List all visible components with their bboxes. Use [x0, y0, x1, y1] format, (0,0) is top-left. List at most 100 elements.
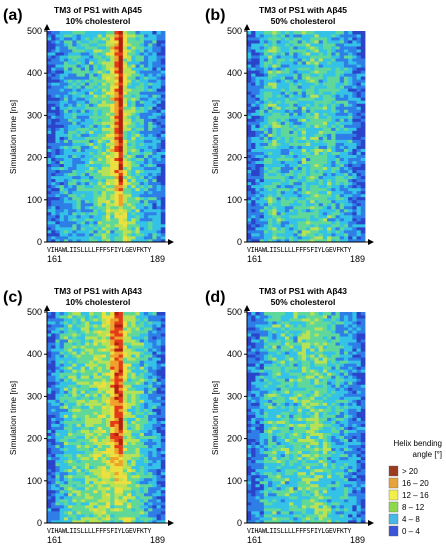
heatmap-cell — [276, 154, 282, 158]
heatmap-cell — [89, 238, 94, 243]
heatmap-cell — [55, 55, 61, 59]
heatmap-cell — [97, 64, 103, 68]
heatmap-cell — [84, 211, 90, 216]
heatmap-cell — [318, 187, 324, 192]
heatmap-cell — [80, 414, 86, 418]
heatmap-cell — [293, 46, 298, 50]
heatmap-cell — [55, 223, 61, 228]
heatmap-cell — [76, 139, 82, 143]
heatmap-cell — [63, 160, 69, 165]
heatmap-cell — [68, 115, 73, 119]
heatmap-cell — [135, 118, 141, 122]
heatmap-cell — [318, 118, 324, 122]
heatmap-cell — [89, 483, 94, 488]
heatmap-cell — [314, 31, 320, 35]
heatmap-cell — [51, 432, 56, 436]
heatmap-cell — [352, 205, 357, 210]
heatmap-cell — [152, 139, 157, 143]
heatmap-cell — [327, 217, 332, 222]
heatmap-cell — [289, 76, 294, 80]
heatmap-cell — [84, 139, 90, 143]
heatmap-cell — [284, 49, 290, 53]
heatmap-cell — [72, 435, 77, 439]
heatmap-cell — [118, 166, 124, 171]
heatmap-cell — [356, 220, 362, 225]
heatmap-cell — [148, 106, 153, 110]
heatmap-cell — [59, 501, 65, 506]
heatmap-cell — [356, 52, 362, 56]
heatmap-cell — [63, 423, 69, 427]
heatmap-cell — [268, 145, 273, 149]
heatmap-cell — [55, 148, 61, 152]
heatmap-cell — [97, 151, 103, 155]
heatmap-cell — [122, 465, 128, 470]
heatmap-cell — [97, 462, 103, 467]
heatmap-cell — [156, 172, 162, 177]
heatmap-cell — [327, 181, 332, 186]
heatmap-cell — [247, 190, 252, 195]
heatmap-cell — [356, 31, 362, 35]
heatmap-cell — [139, 91, 145, 95]
heatmap-cell — [360, 148, 366, 152]
heatmap-cell — [135, 70, 141, 74]
heatmap-cell — [356, 124, 362, 128]
heatmap-cell — [47, 100, 52, 104]
heatmap-cell — [114, 178, 120, 183]
heatmap-cell — [139, 420, 145, 424]
heatmap-cell — [148, 133, 153, 137]
heatmap-cell — [339, 235, 345, 240]
heatmap-cell — [76, 184, 82, 189]
heatmap-cell — [51, 208, 56, 213]
heatmap-cell — [51, 52, 56, 56]
heatmap-cell — [160, 76, 166, 80]
heatmap-cell — [327, 223, 332, 228]
heatmap-cell — [59, 112, 65, 116]
heatmap-cell — [139, 106, 145, 110]
heatmap-cell — [122, 100, 128, 104]
heatmap-cell — [352, 190, 357, 195]
heatmap-cell — [148, 112, 153, 116]
heatmap-cell — [106, 211, 111, 216]
heatmap-cell — [89, 139, 94, 143]
heatmap-cell — [289, 67, 294, 71]
heatmap-cell — [135, 459, 141, 464]
heatmap-cell — [247, 103, 252, 107]
heatmap-cell — [80, 76, 86, 80]
heatmap-cell — [72, 43, 77, 47]
heatmap-cell — [84, 480, 90, 485]
heatmap-cell — [301, 73, 307, 77]
heatmap-cell — [131, 235, 136, 240]
heatmap-cell — [84, 79, 90, 83]
heatmap-cell — [106, 160, 111, 165]
heatmap-cell — [114, 31, 120, 35]
heatmap-cell — [143, 49, 149, 53]
heatmap-cell — [301, 70, 307, 74]
heatmap-cell — [68, 193, 73, 198]
heatmap-cell — [59, 513, 65, 518]
heatmap-cell — [122, 130, 128, 134]
heatmap-cell — [72, 519, 77, 524]
heatmap-cell — [331, 226, 336, 231]
heatmap-cell — [255, 61, 261, 65]
heatmap-cell — [55, 100, 61, 104]
heatmap-cell — [251, 94, 256, 98]
heatmap-cell — [84, 417, 90, 421]
heatmap-cell — [301, 37, 307, 41]
heatmap-cell — [122, 31, 128, 35]
heatmap-cell — [343, 226, 349, 231]
heatmap-cell — [135, 112, 141, 116]
heatmap-cell — [152, 453, 157, 458]
heatmap-cell — [93, 142, 98, 146]
heatmap-cell — [343, 208, 349, 213]
heatmap-cell — [68, 55, 73, 59]
heatmap-cell — [143, 214, 149, 219]
heatmap-cell — [97, 121, 103, 125]
heatmap-cell — [101, 151, 107, 155]
heatmap-cell — [293, 226, 298, 231]
heatmap-cell — [51, 121, 56, 125]
heatmap-cell — [84, 492, 90, 497]
heatmap-cell — [114, 205, 120, 210]
heatmap-cell — [114, 172, 120, 177]
heatmap-cell — [247, 175, 252, 180]
heatmap-cell — [139, 37, 145, 41]
